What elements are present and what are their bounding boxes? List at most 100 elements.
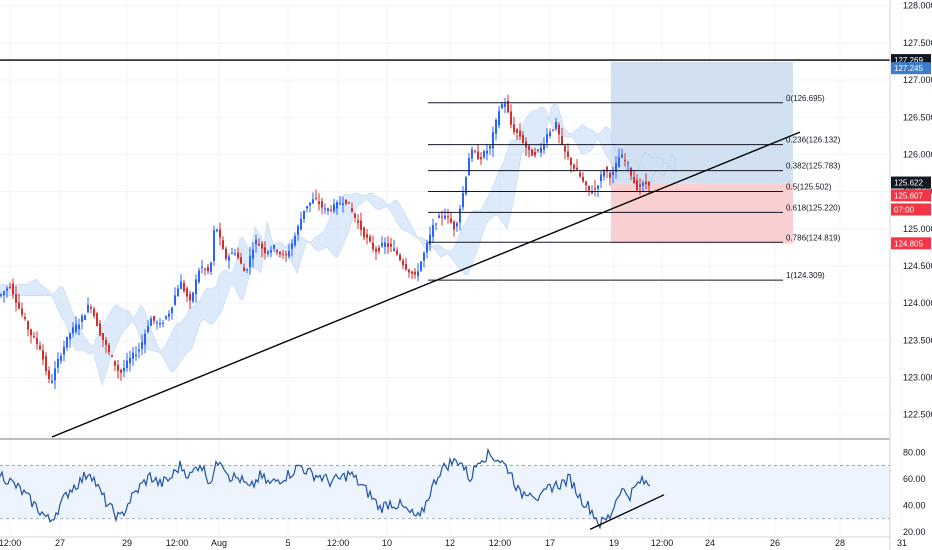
candle (267, 251, 269, 254)
candle (255, 239, 257, 245)
candle (156, 322, 158, 324)
candle (618, 157, 620, 168)
candle (27, 321, 29, 330)
candle (318, 201, 320, 205)
candle (36, 338, 38, 344)
price-badge-label: 125.622 (894, 179, 923, 188)
candle (75, 324, 77, 332)
price-badge (891, 203, 931, 216)
fib-level-label: 0.5(125.502) (786, 182, 832, 191)
candle (564, 145, 566, 152)
time-tick-label: 24 (705, 538, 715, 548)
price-badge (891, 189, 931, 202)
candle (576, 167, 578, 170)
candle (333, 204, 335, 211)
candle (543, 144, 545, 150)
price-badge (891, 176, 931, 189)
candle (561, 135, 563, 145)
candle (444, 215, 446, 219)
candle (468, 158, 470, 176)
candle (597, 185, 599, 189)
candle (498, 111, 500, 126)
price-tick-label: 124.500 (903, 261, 932, 271)
candle (630, 168, 632, 176)
candle (465, 177, 467, 195)
candle (63, 346, 65, 355)
candle (111, 355, 113, 357)
candle (441, 216, 443, 218)
candle (426, 242, 428, 253)
candle (366, 234, 368, 238)
candle (297, 226, 299, 235)
candle (531, 149, 533, 156)
candle (117, 364, 119, 371)
main-pane[interactable]: 0(126.695) 0.236(126.132) 0.382(125.783) 0.… (0, 2, 903, 536)
candle (624, 160, 626, 162)
candle (510, 111, 512, 125)
candle (105, 339, 107, 345)
candle (450, 218, 452, 223)
candle (627, 162, 629, 164)
candle (294, 236, 296, 246)
candle (369, 236, 371, 242)
candle (162, 322, 164, 324)
price-badge-label: 124.805 (894, 239, 923, 248)
candle (315, 197, 317, 199)
candle (330, 209, 332, 211)
candle (51, 380, 53, 383)
candle (99, 323, 101, 336)
time-tick-label: 17 (545, 538, 555, 548)
candle (480, 157, 482, 160)
candle (201, 266, 203, 268)
candle (474, 151, 476, 153)
candle (234, 253, 236, 255)
candle (39, 345, 41, 350)
candle (144, 333, 146, 345)
time-tick-label: 28 (835, 538, 845, 548)
candle (102, 333, 104, 341)
candle (408, 269, 410, 273)
candle (615, 163, 617, 172)
candle (45, 356, 47, 372)
time-tick-label: 29 (122, 538, 132, 548)
candle (21, 308, 23, 315)
candle (237, 252, 239, 258)
candle (486, 150, 488, 154)
candle (447, 216, 449, 218)
candle (600, 174, 602, 182)
candle (522, 135, 524, 143)
candle (87, 304, 89, 313)
price-tick-label: 127.500 (903, 38, 932, 48)
candle (141, 342, 143, 349)
candle (639, 184, 641, 187)
candle (153, 316, 155, 321)
candle (351, 208, 353, 212)
candle (135, 354, 137, 356)
rsi-pane[interactable] (0, 447, 890, 530)
rsi-tick-label: 20.00 (903, 527, 926, 537)
candle (279, 251, 281, 254)
candle (513, 124, 515, 133)
price-tick-label: 125.000 (903, 224, 932, 234)
candle (507, 100, 509, 113)
candle (33, 335, 35, 337)
candle (549, 131, 551, 137)
candle (567, 151, 569, 157)
candle (519, 130, 521, 137)
candle (180, 281, 182, 290)
candle (534, 151, 536, 156)
candle (93, 308, 95, 316)
candle (30, 329, 32, 336)
candle (339, 203, 341, 205)
candle (612, 172, 614, 176)
candle (126, 360, 128, 369)
candle (189, 294, 191, 301)
candle (168, 313, 170, 317)
candle (303, 210, 305, 219)
time-tick-label: 12:00 (166, 538, 189, 548)
price-badge (891, 62, 931, 75)
candle (411, 271, 413, 274)
